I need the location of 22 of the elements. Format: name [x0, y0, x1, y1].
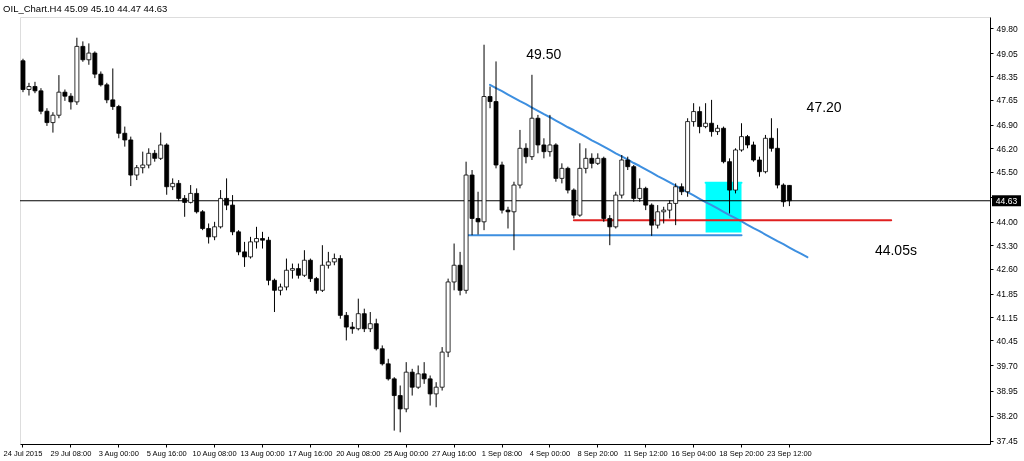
y-tick-label: 37.45	[996, 436, 1019, 447]
annotation: 47.20	[806, 99, 842, 116]
y-tick-label: 47.65	[996, 95, 1019, 106]
y-tick-label: 39.70	[996, 360, 1019, 371]
y-tick-label: 44.00	[996, 217, 1019, 228]
y-tick-label: 48.35	[996, 71, 1019, 82]
y-tick-label: 38.20	[996, 411, 1019, 422]
y-tick-label: 45.50	[996, 167, 1019, 178]
y-tick-label: 46.90	[996, 120, 1019, 131]
ref-line-label: 44.63	[995, 195, 1018, 206]
y-tick-label: 46.20	[996, 143, 1019, 154]
annotation: 44.05s	[874, 241, 917, 258]
annotation: 49.50	[526, 46, 562, 63]
y-tick-label: 49.05	[996, 48, 1019, 59]
y-tick-label: 42.60	[996, 264, 1019, 275]
y-tick-label: 43.30	[996, 240, 1019, 251]
y-tick-label: 41.85	[996, 289, 1019, 300]
y-tick-label: 41.15	[996, 312, 1019, 323]
y-tick-label: 49.80	[996, 23, 1019, 34]
chart-title: OIL_Chart.H4 45.09 45.10 44.47 44.63	[3, 2, 168, 14]
y-tick-label: 40.45	[996, 335, 1019, 346]
y-tick-label: 38.95	[996, 386, 1019, 397]
